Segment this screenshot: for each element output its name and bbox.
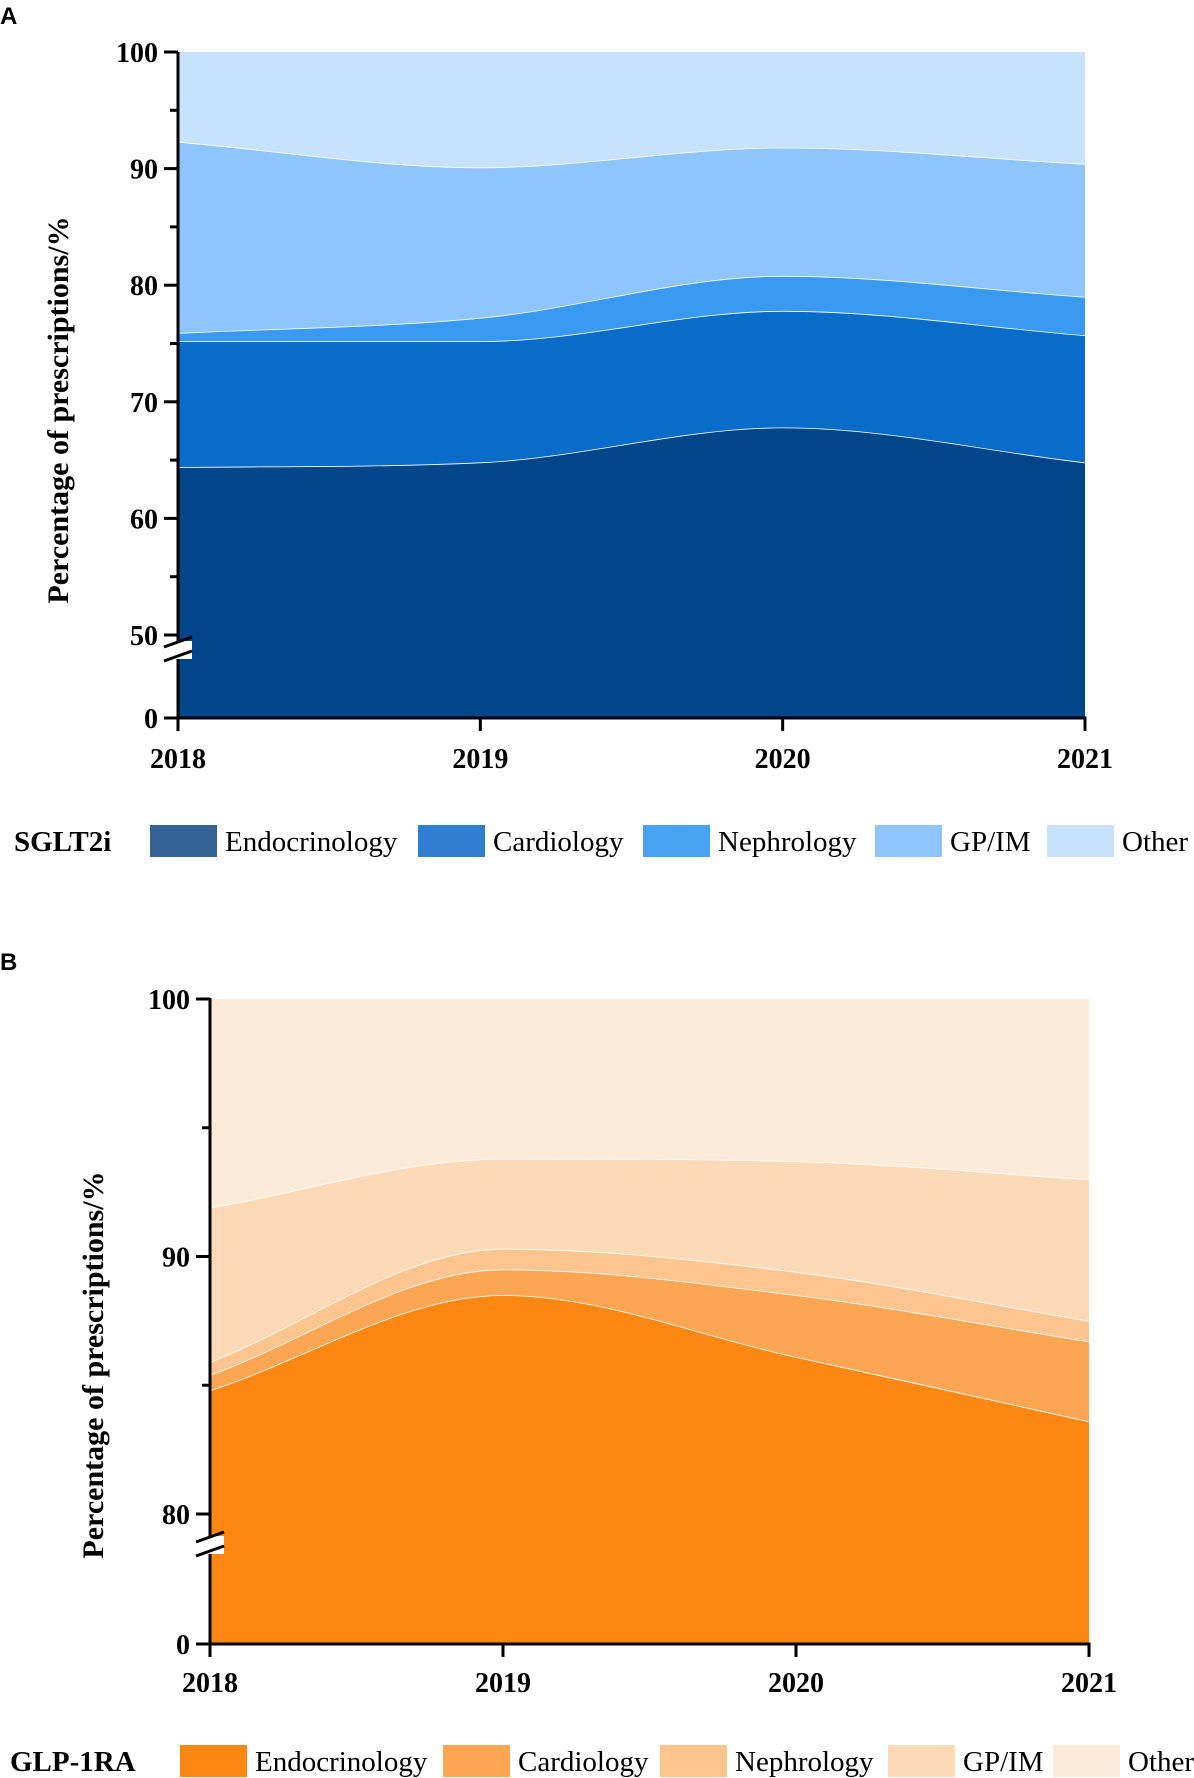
legend-item-other: Other: [1047, 825, 1188, 858]
legend-swatch: [875, 825, 942, 857]
legend-swatch: [443, 1745, 510, 1777]
legend: SGLT2i Endocrinology Cardiology Nephrology G…: [14, 825, 1188, 858]
x-tick-label: 2019: [452, 744, 508, 775]
area-gp-im: [210, 1158, 1089, 1363]
y-tick-label: 100: [116, 38, 158, 69]
legend-label: GP/IM: [950, 826, 1031, 858]
panel-letter: B: [0, 949, 17, 976]
panel-b-glp1ra: B 0 80 90 100 2018 2019 2020 2021 Percentage of p…: [0, 949, 1194, 1778]
legend-label: Other: [1128, 1746, 1194, 1778]
area-layers: [209, 999, 1090, 1644]
legend-label: Cardiology: [518, 1746, 649, 1778]
legend-swatch: [150, 825, 217, 857]
legend-item-cardiology: Cardiology: [443, 1745, 649, 1778]
legend: GLP-1RA Endocrinology Cardiology Nephrology…: [10, 1745, 1194, 1778]
legend-label: GP/IM: [963, 1746, 1044, 1778]
area-endocrinology: [210, 1295, 1089, 1644]
legend-title: SGLT2i: [14, 826, 111, 858]
boundary-nephrology: [209, 1247, 1090, 1363]
boundary-nephrology: [177, 275, 1086, 334]
y-tick-label: 0: [176, 1630, 190, 1661]
legend-title: GLP-1RA: [10, 1746, 136, 1778]
legend-label: Nephrology: [735, 1746, 874, 1778]
legend-item-nephrology: Nephrology: [643, 825, 857, 858]
y-tick-label: 50: [130, 621, 158, 652]
legend-item-gp-im: GP/IM: [875, 825, 1031, 858]
axis-break-mark: [163, 635, 193, 649]
legend-swatch: [1053, 1745, 1120, 1777]
legend-item-gp-im: GP/IM: [888, 1745, 1044, 1778]
y-axis-break: [163, 635, 193, 663]
legend-swatch: [180, 1745, 247, 1777]
area-endocrinology: [178, 427, 1085, 718]
y-tick-label: 80: [130, 271, 158, 302]
area-other: [210, 999, 1089, 1208]
y-tick-label: 90: [162, 1243, 190, 1274]
y-tick-label: 60: [130, 504, 158, 535]
legend-label: Endocrinology: [225, 826, 398, 858]
axis-break-mark: [195, 1530, 225, 1544]
axis-break-mark: [195, 1544, 225, 1558]
legend-item-nephrology: Nephrology: [660, 1745, 874, 1778]
y-tick-label: 100: [148, 985, 190, 1016]
legend-swatch: [643, 825, 710, 857]
panel-letter: A: [0, 3, 17, 30]
legend-label: Cardiology: [493, 826, 624, 858]
legend-item-endocrinology: Endocrinology: [150, 825, 398, 858]
area-layers: [177, 52, 1086, 718]
legend-swatch: [1047, 825, 1114, 857]
x-tick-label: 2018: [150, 744, 206, 775]
legend-item-cardiology: Cardiology: [418, 825, 624, 858]
axes: 0 80 90 100 2018 2019 2020 2021: [148, 985, 1117, 1699]
y-axis-break: [195, 1530, 225, 1558]
x-tick-label: 2019: [475, 1668, 531, 1699]
x-tick-label: 2021: [1057, 744, 1113, 775]
legend-item-endocrinology: Endocrinology: [180, 1745, 428, 1778]
area-cardiology: [210, 1269, 1089, 1422]
legend-label: Nephrology: [718, 826, 857, 858]
x-tick-label: 2018: [182, 1668, 238, 1699]
x-tick-label: 2021: [1061, 1668, 1117, 1699]
area-nephrology: [210, 1248, 1089, 1375]
y-tick-label: 80: [162, 1500, 190, 1531]
area-gp-im: [178, 141, 1085, 333]
legend-swatch: [888, 1745, 955, 1777]
legend-swatch: [660, 1745, 727, 1777]
legend-label: Other: [1122, 826, 1188, 858]
legend-item-other: Other: [1053, 1745, 1194, 1778]
x-tick-label: 2020: [768, 1668, 824, 1699]
axes: 0 50 60 70 80 90 100 2018 2019 2020 2021: [116, 38, 1113, 775]
legend-label: Endocrinology: [255, 1746, 428, 1778]
area-other: [178, 52, 1085, 168]
panel-a-sglt2i: A 0 50 60 70 80 90 100 2018 2019 2020 2021 Percentag…: [0, 3, 1188, 858]
legend-swatch: [418, 825, 485, 857]
axis-break-mark: [163, 649, 193, 663]
y-axis-title: Percentage of prescriptions/%: [77, 1171, 110, 1558]
area-cardiology: [178, 310, 1085, 468]
y-tick-label: 90: [130, 155, 158, 186]
y-tick-label: 0: [144, 704, 158, 735]
area-nephrology: [178, 275, 1085, 342]
y-axis-title: Percentage of prescriptions/%: [42, 216, 75, 603]
y-tick-label: 70: [130, 388, 158, 419]
x-tick-label: 2020: [755, 744, 811, 775]
